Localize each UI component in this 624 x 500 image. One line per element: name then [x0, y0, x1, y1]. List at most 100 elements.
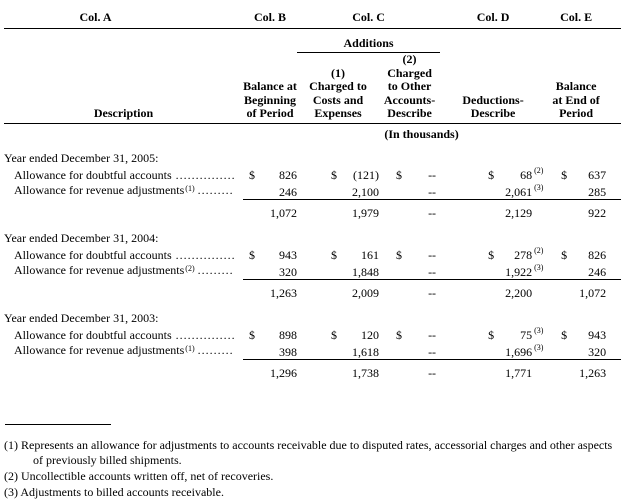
dollar-sign: $ [396, 247, 403, 262]
dot-leader [176, 328, 234, 342]
cell-deductions: 68 [520, 167, 533, 182]
deductions-footnote-ref: (3) [534, 326, 544, 335]
cell-charged-other: -- [402, 181, 441, 200]
dollar-sign: $ [249, 167, 255, 182]
cell-charged-other: -- [428, 167, 437, 182]
label-footnote-ref: (2) [185, 263, 195, 273]
cell-beginning-balance: 898 [279, 327, 298, 342]
col-c1-header: (1) Charged to Costs and Expenses [297, 52, 380, 124]
footnote-text: Uncollectible accounts written off, net … [21, 468, 274, 483]
row-label: Allowance for doubtful accounts [14, 247, 172, 262]
description-header: Description [4, 52, 243, 124]
total-beginning-balance: 1,296 [270, 365, 298, 380]
deductions-footnote-ref: (2) [534, 246, 544, 255]
total-charged-other: -- [428, 285, 437, 300]
row-label-cell: Allowance for doubtful accounts [4, 245, 243, 262]
label-footnote-ref: (1) [185, 343, 195, 353]
footnote-number: (1) [4, 437, 18, 452]
units-note: (In thousands) [384, 126, 459, 141]
dollar-sign: $ [331, 167, 338, 182]
column-headers-row: Description Balance at Beginning of Peri… [4, 52, 622, 124]
dollar-sign: $ [331, 327, 338, 342]
cell-beginning-balance: 943 [279, 247, 298, 262]
col-d-label: Col. D [440, 5, 547, 29]
dollar-sign: $ [249, 327, 255, 342]
section-total-row: 1,072 1,979 -- 2,129 922 [4, 199, 621, 222]
total-beginning-balance: 1,263 [270, 285, 298, 300]
footnote-text: Represents an allowance for adjustments … [21, 437, 613, 467]
row-label-cell: Allowance for doubtful accounts [4, 165, 243, 182]
cell-deductions: 1,696 [494, 341, 533, 360]
cell-deductions: 75 [520, 327, 533, 342]
table-row: Allowance for revenue adjustments(1) 398… [4, 341, 622, 360]
col-a-label: Col. A [4, 5, 243, 29]
deductions-footnote-ref: (2) [534, 166, 544, 175]
table-row: Allowance for doubtful accounts $ 826 $ … [4, 165, 621, 182]
cell-charged-other: -- [402, 341, 441, 360]
cell-ending-balance: 826 [588, 247, 607, 262]
dot-leader [198, 343, 234, 357]
cell-charged-costs: 1,618 [337, 341, 380, 360]
additions-label: Additions [297, 28, 441, 53]
total-ending-balance: 1,072 [579, 285, 607, 300]
cell-charged-costs: 161 [361, 247, 380, 262]
col-d-header: Deductions- Describe [440, 52, 547, 124]
footnote-1: (1) Represents an allowance for adjustme… [4, 438, 621, 468]
col-b-label: Col. B [243, 5, 298, 29]
cell-deductions: 1,922 [494, 261, 533, 280]
row-label: Allowance for revenue adjustments [14, 343, 185, 357]
dot-leader [176, 168, 234, 182]
footnotes-section: (1) Represents an allowance for adjustme… [4, 423, 621, 500]
table-row: Allowance for doubtful accounts $ 943 $ … [4, 245, 621, 262]
dollar-sign: $ [488, 327, 495, 342]
dollar-sign: $ [249, 247, 255, 262]
cell-beginning-balance: 826 [279, 167, 298, 182]
cell-charged-costs: 2,100 [337, 181, 380, 200]
table-row: Allowance for doubtful accounts $ 898 $ … [4, 325, 621, 342]
cell-charged-costs: (121) [353, 167, 380, 182]
dot-leader [176, 248, 234, 262]
dollar-sign: $ [561, 327, 568, 342]
total-charged-costs: 1,979 [352, 205, 380, 220]
dollar-sign: $ [561, 247, 568, 262]
footnote-3: (3) Adjustments to billed accounts recei… [4, 485, 621, 500]
dollar-sign: $ [396, 327, 403, 342]
cell-deductions: 2,061 [494, 181, 533, 200]
section-total-row: 1,263 2,009 -- 2,200 1,072 [4, 279, 621, 302]
cell-ending-balance: 637 [588, 167, 607, 182]
cell-charged-other: -- [428, 247, 437, 262]
cell-deductions: 278 [514, 247, 533, 262]
section-header-2005: Year ended December 31, 2005: [4, 150, 159, 165]
deductions-footnote-ref: (3) [532, 341, 547, 360]
total-deductions: 2,129 [505, 205, 533, 220]
cell-charged-other: -- [428, 327, 437, 342]
total-ending-balance: 922 [588, 205, 607, 220]
valuation-accounts-table: Col. A Col. B Col. C Col. D Col. E Addit… [4, 5, 622, 382]
footnote-number: (3) [4, 484, 18, 499]
total-beginning-balance: 1,072 [270, 205, 298, 220]
col-e-label: Col. E [546, 5, 622, 29]
total-charged-other: -- [428, 205, 437, 220]
col-e-header: Balance at End of Period [546, 52, 622, 124]
row-label-cell: Allowance for doubtful accounts [4, 325, 243, 342]
total-ending-balance: 1,263 [579, 365, 607, 380]
row-label: Allowance for doubtful accounts [14, 167, 172, 182]
cell-charged-costs: 120 [361, 327, 380, 342]
dollar-sign: $ [331, 247, 338, 262]
total-deductions: 1,771 [505, 365, 533, 380]
col-c2-header: (2) Charged to Other Accounts- Describe [379, 52, 441, 124]
footnote-2: (2) Uncollectible accounts written off, … [4, 469, 621, 484]
cell-ending-balance: 246 [567, 261, 622, 280]
row-label: Allowance for revenue adjustments [14, 263, 185, 277]
footnote-separator [5, 423, 111, 425]
cell-beginning-balance: 320 [255, 261, 298, 280]
section-header-2003: Year ended December 31, 2003: [4, 310, 159, 325]
col-c-label: Col. C [297, 5, 441, 29]
deductions-footnote-ref: (3) [532, 181, 547, 200]
dollar-sign: $ [488, 247, 495, 262]
total-charged-other: -- [428, 365, 437, 380]
section-header-2004: Year ended December 31, 2004: [4, 230, 159, 245]
cell-charged-costs: 1,848 [337, 261, 380, 280]
row-label-cell: Allowance for revenue adjustments (1) [4, 342, 243, 360]
